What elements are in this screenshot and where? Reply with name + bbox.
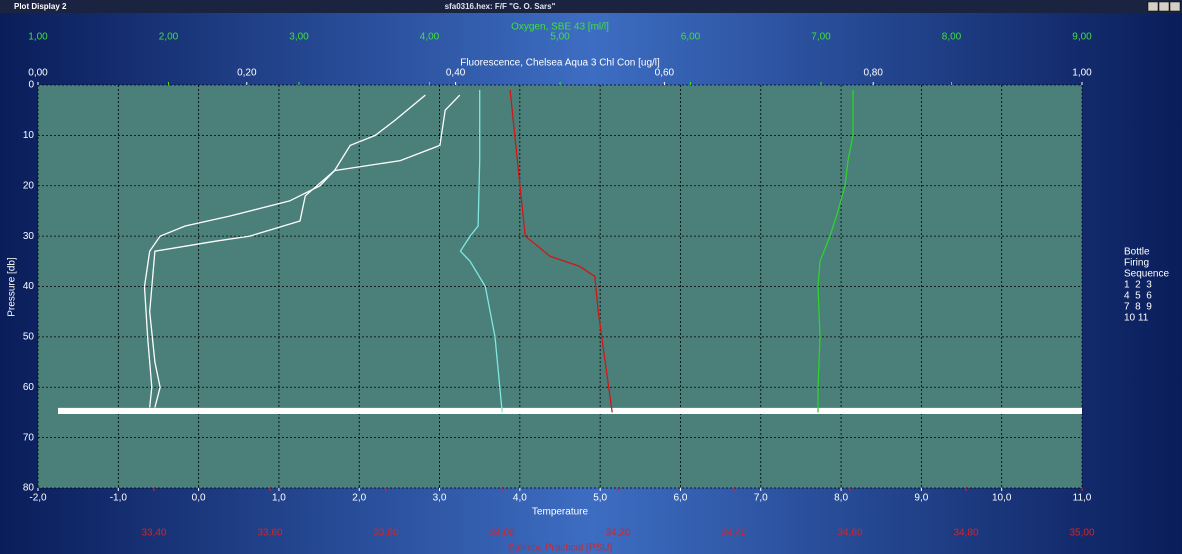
y-tick-label: 20 [23, 180, 35, 191]
x-tick-label: 5,0 [593, 493, 607, 504]
x-tick-label: 0,40 [446, 68, 466, 79]
window-title: Plot Display 2 [14, 2, 67, 11]
legend-title: Firing [1124, 258, 1149, 269]
x-tick-label: -1,0 [110, 493, 128, 504]
x-tick-label: 33,80 [373, 528, 398, 539]
x-tick-label: 0,00 [28, 68, 48, 79]
profile-line [149, 94, 461, 408]
x-tick-label: 6,0 [674, 493, 688, 504]
y-tick-label: 80 [23, 483, 35, 494]
title-bar [0, 0, 1182, 13]
legend-row: 10 11 [1124, 313, 1149, 324]
x-tick-label: 35,00 [1069, 528, 1094, 539]
x-tick-label: 0,20 [237, 68, 257, 79]
x-tick-label: 6,00 [681, 32, 701, 43]
x-axis-title: Fluorescence, Chelsea Aqua 3 Chl Con [ug… [460, 58, 660, 69]
minimize-button[interactable] [1147, 1, 1159, 12]
x-tick-label: 10,0 [992, 493, 1012, 504]
x-tick-label: 3,0 [433, 493, 447, 504]
x-tick-label: 1,00 [28, 32, 48, 43]
profile-line [459, 90, 503, 413]
y-tick-label: 50 [23, 332, 35, 343]
x-tick-label: 1,00 [1072, 68, 1092, 79]
x-tick-label: 34,40 [721, 528, 746, 539]
x-tick-label: 4,0 [513, 493, 527, 504]
x-tick-label: 34,80 [953, 528, 978, 539]
x-tick-label: 0,60 [655, 68, 675, 79]
x-tick-label: 33,40 [141, 528, 166, 539]
x-tick-label: 9,00 [1072, 32, 1092, 43]
x-tick-label: 0,80 [863, 68, 883, 79]
y-tick-label: 10 [23, 130, 35, 141]
x-tick-label: 8,0 [834, 493, 848, 504]
x-tick-label: 2,00 [159, 32, 179, 43]
x-tick-label: 4,00 [420, 32, 440, 43]
x-tick-label: 0,0 [192, 493, 206, 504]
y-tick-label: 40 [23, 281, 35, 292]
x-tick-label: 34,00 [489, 528, 514, 539]
x-axis-title: Salinity, Practical [PSU] [508, 543, 613, 554]
x-tick-label: 11,0 [1073, 493, 1092, 504]
x-axis-title: Temperature [532, 507, 589, 518]
x-tick-label: 33,60 [257, 528, 282, 539]
x-tick-label: 3,00 [289, 32, 309, 43]
window-file: sfa0316.hex: F/F "G. O. Sars" [445, 2, 556, 11]
y-tick-label: 60 [23, 382, 35, 393]
x-tick-label: 1,0 [272, 493, 286, 504]
legend-title: Sequence [1124, 269, 1169, 280]
maximize-button[interactable] [1158, 1, 1170, 12]
y-tick-label: 70 [23, 432, 35, 443]
x-tick-label: 7,0 [754, 493, 768, 504]
profile-line [509, 89, 613, 413]
profile-line [143, 94, 426, 408]
x-axis-title: Oxygen, SBE 43 [ml/l] [511, 22, 609, 33]
x-tick-label: 7,00 [811, 32, 831, 43]
legend-title: Bottle [1124, 247, 1150, 258]
x-tick-label: 5,00 [550, 32, 570, 43]
x-tick-label: 8,00 [942, 32, 962, 43]
x-tick-label: 34,60 [837, 528, 862, 539]
y-tick-label: 30 [23, 231, 35, 242]
y-axis-title: Pressure [db] [7, 257, 18, 317]
y-tick-label: 0 [28, 80, 34, 91]
x-tick-label: -2,0 [29, 493, 47, 504]
legend-row: 1 2 3 [1124, 280, 1152, 291]
x-tick-label: 9,0 [914, 493, 928, 504]
x-tick-label: 2,0 [352, 493, 366, 504]
x-tick-label: 34,20 [605, 528, 630, 539]
legend-row: 7 8 9 [1124, 302, 1152, 313]
close-button[interactable] [1169, 1, 1181, 12]
profile-line [817, 90, 854, 413]
legend-row: 4 5 6 [1124, 291, 1152, 302]
